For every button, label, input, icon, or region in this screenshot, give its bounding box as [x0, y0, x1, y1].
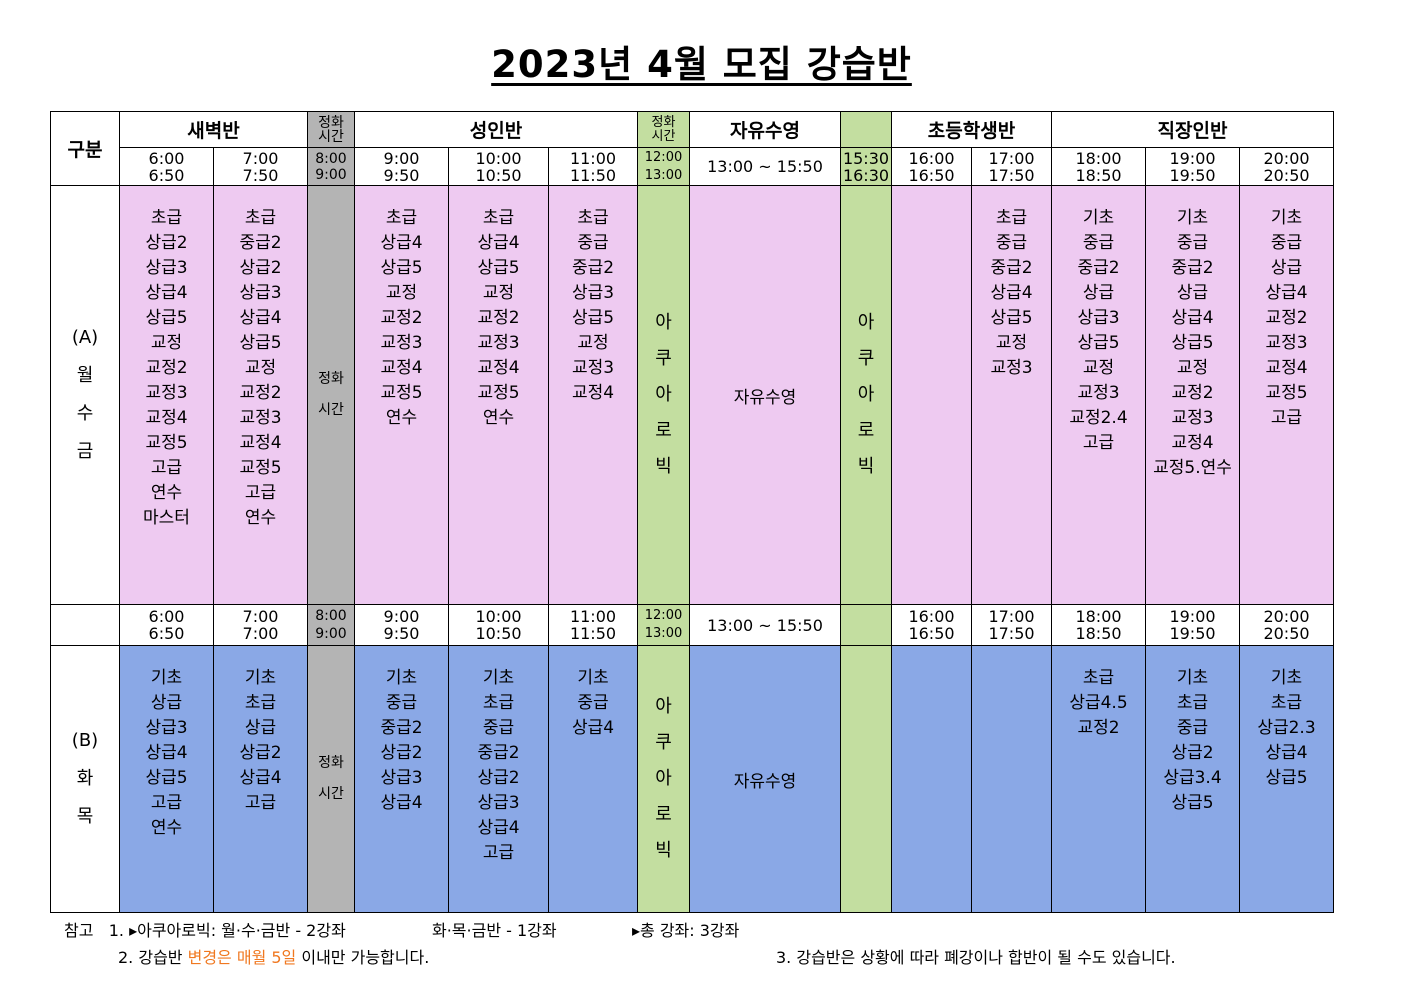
header-aqua-2	[840, 111, 892, 148]
time-a-8: 15:30 16:30	[840, 147, 892, 186]
time-a-3: 9:00 9:50	[354, 147, 449, 186]
schedule-table: 구분 새벽반 정화 시간 성인반 정화 시간 자유수영 초등학생반 직장인반 6…	[50, 111, 1334, 913]
time-b-5: 11:00 11:50	[548, 604, 638, 646]
time-b-1: 7:00 7:00	[213, 604, 308, 646]
aqua-b: 아 쿠 아 로 빅	[637, 645, 690, 913]
group-a-label: (A) 월 수 금	[50, 185, 120, 605]
class-a-2000: 기초 중급 상급 상급4 교정2 교정3 교정4 교정5 고급	[1239, 185, 1334, 605]
time-a-0: 6:00 6:50	[119, 147, 214, 186]
header-break: 정화 시간	[307, 111, 355, 148]
class-b-1600	[891, 645, 972, 913]
class-a-0600: 초급 상급2 상급3 상급4 상급5 교정 교정2 교정3 교정4 교정5 고급…	[119, 185, 214, 605]
time-b-3: 9:00 9:50	[354, 604, 449, 646]
notes-line-2-highlight: 변경은 매월 5일	[187, 948, 297, 967]
header-aqua-break: 정화 시간	[637, 111, 690, 148]
time-a-13: 20:00 20:50	[1239, 147, 1334, 186]
free-swim-b: 자유수영	[689, 645, 841, 913]
notes-line-1b: 화·목·금반 - 1강좌	[432, 921, 557, 940]
notes-line-2-b: 이내만 가능합니다.	[296, 948, 430, 967]
page-title: 2023년 4월 모집 강습반	[0, 34, 1403, 88]
class-b-1900: 기초 초급 중급 상급2 상급3.4 상급5	[1145, 645, 1240, 913]
time-b-8	[840, 604, 892, 646]
class-a-0900: 초급 상급4 상급5 교정 교정2 교정3 교정4 교정5 연수	[354, 185, 449, 605]
class-row-b: (B) 화 목 기초 상급 상급3 상급4 상급5 고급 연수 기초 초급 상급…	[50, 645, 1334, 913]
time-a-1: 7:00 7:50	[213, 147, 308, 186]
time-b-6: 12:00 13:00	[637, 604, 690, 646]
aqua-b-empty	[840, 645, 892, 913]
time-b-9: 16:00 16:50	[891, 604, 972, 646]
time-row-b: 6:00 6:50 7:00 7:00 8:00 9:00 9:00 9:50 …	[50, 604, 1334, 646]
class-b-1000: 기초 초급 중급 중급2 상급2 상급3 상급4 고급	[448, 645, 549, 913]
class-a-1800: 기초 중급 중급2 상급 상급3 상급5 교정 교정3 교정2.4 고급	[1051, 185, 1146, 605]
break-b: 정화 시간	[307, 645, 355, 913]
class-a-1100: 초급 중급 중급2 상급3 상급5 교정 교정3 교정4	[548, 185, 638, 605]
time-b-4: 10:00 10:50	[448, 604, 549, 646]
time-b-11: 18:00 18:50	[1051, 604, 1146, 646]
class-b-0600: 기초 상급 상급3 상급4 상급5 고급 연수	[119, 645, 214, 913]
notes-line-3: 3. 강습반은 상황에 따라 폐강이나 합반이 될 수도 있습니다.	[776, 948, 1176, 967]
time-b-12: 19:00 19:50	[1145, 604, 1240, 646]
class-row-a: (A) 월 수 금 초급 상급2 상급3 상급4 상급5 교정 교정2 교정3 …	[50, 185, 1334, 605]
notes-prefix: 참고	[64, 921, 94, 940]
time-a-9: 16:00 16:50	[891, 147, 972, 186]
class-b-1700	[971, 645, 1052, 913]
group-b-label: (B) 화 목	[50, 645, 120, 913]
class-b-0700: 기초 초급 상급 상급2 상급4 고급	[213, 645, 308, 913]
time-b-0: 6:00 6:50	[119, 604, 214, 646]
notes-line-2-a: 2. 강습반	[118, 948, 188, 967]
title-text: 2023년 4월 모집 강습반	[491, 43, 912, 86]
time-b-13: 20:00 20:50	[1239, 604, 1334, 646]
time-a-11: 18:00 18:50	[1051, 147, 1146, 186]
time-a-5: 11:00 11:50	[548, 147, 638, 186]
class-a-0700: 초급 중급2 상급2 상급3 상급4 상급5 교정 교정2 교정3 교정4 교정…	[213, 185, 308, 605]
class-a-1700: 초급 중급 중급2 상급4 상급5 교정 교정3	[971, 185, 1052, 605]
break-a: 정화 시간	[307, 185, 355, 605]
notes-line-2: 2. 강습반 변경은 매월 5일 이내만 가능합니다.	[118, 944, 429, 968]
header-jayu: 자유수영	[689, 111, 841, 148]
header-seongin: 성인반	[354, 111, 638, 148]
time-a-6: 12:00 13:00	[637, 147, 690, 186]
time-a-10: 17:00 17:50	[971, 147, 1052, 186]
aqua-a-2: 아 쿠 아 로 빅	[840, 185, 892, 605]
header-aqua-break-label: 정화 시간	[651, 114, 676, 144]
header-jikjang: 직장인반	[1051, 111, 1334, 148]
time-b-2: 8:00 9:00	[307, 604, 355, 646]
class-b-2000: 기초 초급 상급2.3 상급4 상급5	[1239, 645, 1334, 913]
header-saebyeok: 새벽반	[119, 111, 308, 148]
time-b-empty	[50, 604, 120, 646]
aqua-a: 아 쿠 아 로 빅	[637, 185, 690, 605]
time-a-7: 13:00 ~ 15:50	[689, 147, 841, 186]
time-a-2: 8:00 9:00	[307, 147, 355, 186]
header-gubun: 구분	[50, 111, 120, 186]
header-chodeung: 초등학생반	[891, 111, 1052, 148]
header-break-label: 정화 시간	[318, 114, 344, 145]
class-a-1900: 기초 중급 중급2 상급 상급4 상급5 교정 교정2 교정3 교정4 교정5.…	[1145, 185, 1240, 605]
class-a-1000: 초급 상급4 상급5 교정 교정2 교정3 교정4 교정5 연수	[448, 185, 549, 605]
class-a-1600	[891, 185, 972, 605]
time-row-a: 6:00 6:50 7:00 7:50 8:00 9:00 9:00 9:50 …	[51, 147, 1334, 186]
time-a-4: 10:00 10:50	[448, 147, 549, 186]
header-row: 구분 새벽반 정화 시간 성인반 정화 시간 자유수영 초등학생반 직장인반	[50, 111, 1334, 186]
notes-line-1: 참고 1. ▸아쿠아로빅: 월·수·금반 - 2강좌	[64, 917, 346, 941]
time-b-7: 13:00 ~ 15:50	[689, 604, 841, 646]
time-a-12: 19:00 19:50	[1145, 147, 1240, 186]
free-swim-a: 자유수영	[689, 185, 841, 605]
time-b-10: 17:00 17:50	[971, 604, 1052, 646]
notes-aqua: 1. ▸아쿠아로빅: 월·수·금반 - 2강좌	[108, 921, 346, 940]
class-b-0900: 기초 중급 중급2 상급2 상급3 상급4	[354, 645, 449, 913]
class-b-1800: 초급 상급4.5 교정2	[1051, 645, 1146, 913]
class-b-1100: 기초 중급 상급4	[548, 645, 638, 913]
notes-line-1c: ▸총 강좌: 3강좌	[632, 921, 740, 940]
